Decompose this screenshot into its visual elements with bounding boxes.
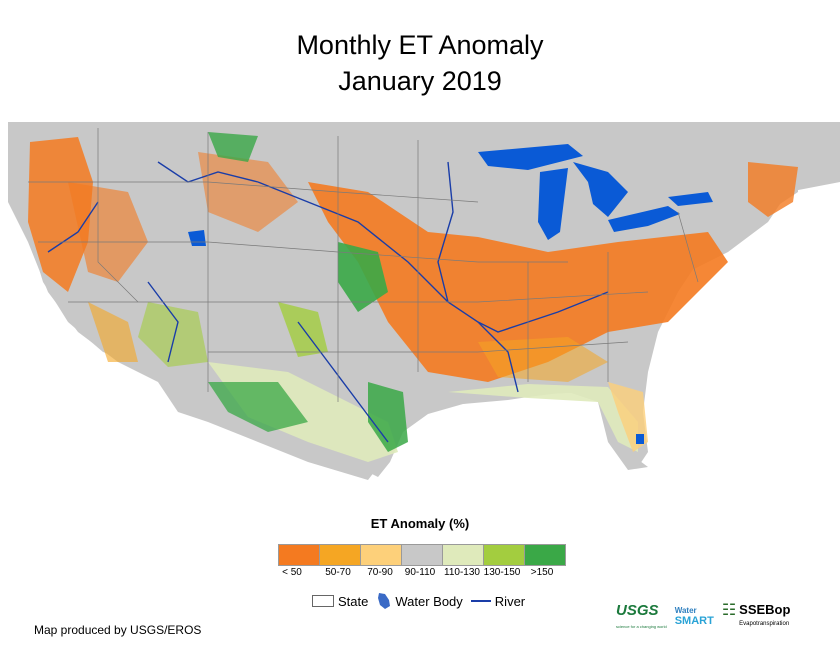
- watersmart-top: Water: [674, 606, 697, 615]
- rivers: [47, 161, 609, 443]
- ssebop-logo: ☷ SSEBop Evapotranspiration: [722, 603, 791, 631]
- map-canvas: [8, 122, 840, 480]
- map-credit: Map produced by USGS/EROS: [34, 623, 202, 637]
- state-outline-icon: [312, 595, 334, 607]
- ssebop-mark-icon: ☷: [721, 602, 737, 619]
- legend-swatch-110-130: [443, 545, 484, 565]
- us-et-anomaly-map: [8, 122, 840, 482]
- color-ramp-labels: < 50 50-70 70-90 90-110 110-130 130-150 …: [270, 567, 570, 581]
- state-boundaries: [28, 128, 699, 402]
- legend-swatch-90-110: [402, 545, 443, 565]
- map-subtitle-date: January 2019: [338, 66, 502, 96]
- legend-water-body-label: Water Body: [395, 593, 463, 609]
- legend-label: 90-110: [404, 567, 436, 578]
- watersmart-logo: Water SMART: [674, 606, 714, 627]
- legend-title: ET Anomaly (%): [370, 516, 470, 531]
- legend-label: >150: [530, 567, 554, 578]
- water-bodies: [188, 144, 713, 444]
- legend-swatch-lt50: [279, 545, 320, 565]
- legend-swatch-50-70: [320, 545, 361, 565]
- usgs-logo-text: USGS: [616, 602, 659, 619]
- legend-label: 70-90: [367, 567, 393, 578]
- usgs-tagline: science for a changing world: [616, 624, 667, 629]
- legend-state: State: [312, 594, 368, 609]
- agency-logos: USGS science for a changing world Water …: [616, 603, 790, 635]
- watersmart-main: SMART: [674, 615, 714, 627]
- river-line-icon: [470, 600, 491, 602]
- color-ramp: [278, 544, 566, 566]
- legend-swatch-70-90: [361, 545, 402, 565]
- legend-swatch-gt150: [525, 545, 565, 565]
- legend-label: 50-70: [325, 567, 351, 578]
- usgs-logo: USGS science for a changing world: [616, 603, 667, 635]
- legend-water-body: Water Body: [376, 592, 463, 610]
- legend-swatch-130-150: [484, 545, 525, 565]
- anomaly-patches: [28, 132, 798, 462]
- legend-label: 110-130: [444, 567, 480, 578]
- ssebop-tagline: Evapotranspiration: [739, 621, 790, 627]
- legend-label: 130-150: [483, 567, 521, 578]
- water-body-icon: [378, 593, 391, 609]
- feature-legend: State Water Body River: [312, 592, 533, 610]
- legend-state-label: State: [338, 593, 369, 609]
- legend-label: < 50: [282, 567, 302, 578]
- legend-river-label: River: [494, 593, 526, 609]
- ssebop-logo-text: SSEBop: [739, 602, 791, 617]
- map-title: Monthly ET Anomaly: [296, 30, 544, 60]
- legend-river: River: [470, 593, 526, 609]
